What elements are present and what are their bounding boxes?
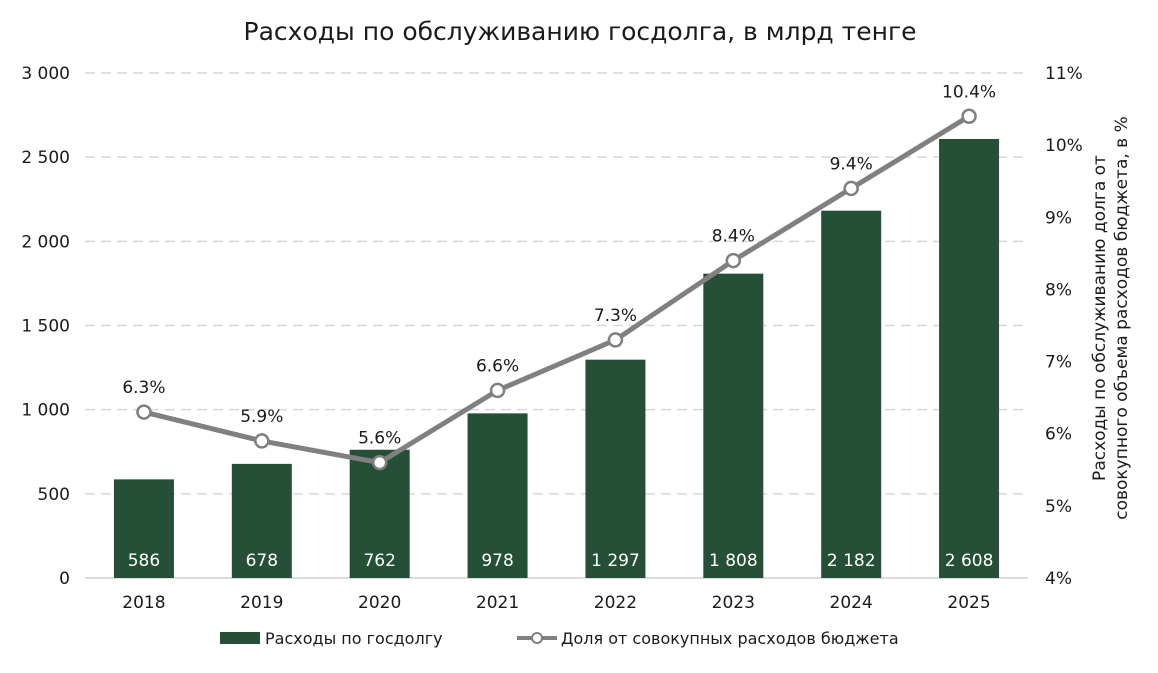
line-point [136,404,152,420]
right-tick-label: 6% [1045,425,1072,445]
line-point [371,454,388,471]
x-tick-label: 2024 [830,593,873,613]
right-tick-label: 5% [1045,497,1072,517]
bar [349,449,410,578]
line-value-label: 9.4% [830,154,873,174]
line-value-label: 5.6% [358,429,401,449]
x-tick-label: 2022 [594,593,637,613]
x-tick-label: 2018 [122,593,165,613]
right-tick-label: 4% [1045,569,1072,589]
legend: Расходы по госдолгу Доля от совокупных р… [220,629,899,648]
line-point [607,332,624,348]
bar [821,210,882,579]
line-value-label: 7.3% [594,306,637,326]
right-tick-label: 10% [1045,136,1083,156]
bar [585,359,646,578]
x-tick-label: 2025 [947,593,990,613]
line-point [725,252,742,269]
left-tick-label: 1 000 [21,401,70,421]
bar [113,479,174,578]
line-point [254,433,270,449]
bar-value-label: 762 [363,551,395,571]
right-axis-title-line1: Расходы по обслуживанию долга от [1090,155,1110,481]
bar-value-label: 586 [128,551,160,571]
right-tick-label: 9% [1045,208,1072,228]
bar-value-label: 678 [246,551,278,571]
line-value-label: 8.4% [712,227,755,247]
right-axis-title-line2: совокупного объема расходов бюджета, в % [1112,116,1132,519]
line-value-label: 6.6% [476,356,519,376]
legend-bar-swatch [220,632,260,644]
right-tick-label: 8% [1045,280,1072,300]
bar-value-label: 2 608 [945,551,994,571]
chart-title: Расходы по обслуживанию госдолга, в млрд… [244,17,917,46]
bar-value-label: 2 182 [827,551,876,571]
line-value-label: 5.9% [240,407,283,427]
left-tick-label: 0 [59,569,70,589]
bar [939,138,1000,578]
x-tick-label: 2019 [240,593,283,613]
right-tick-label: 7% [1045,353,1072,373]
x-tick-label: 2020 [358,593,401,613]
left-tick-label: 3 000 [21,64,70,84]
share-line [143,114,971,466]
line-value-label: 10.4% [942,82,996,102]
right-tick-label: 11% [1045,64,1083,84]
x-tick-label: 2021 [476,593,519,613]
bar [467,413,528,578]
bar [703,273,764,578]
left-tick-label: 2 000 [21,232,70,252]
left-tick-label: 2 500 [21,148,70,168]
bar-value-label: 1 808 [709,551,758,571]
left-tick-label: 1 500 [21,317,70,337]
line-point [961,108,977,125]
bar [231,463,292,578]
line-point [843,180,859,197]
x-tick-label: 2023 [712,593,755,613]
line-value-label: 6.3% [122,378,165,398]
legend-line-marker [531,632,543,644]
left-tick-label: 500 [38,485,70,505]
line-point [489,382,506,399]
legend-line-label: Доля от совокупных расходов бюджета [561,629,899,648]
bar-value-label: 1 297 [591,551,640,571]
legend-bar-label: Расходы по госдолгу [265,629,443,648]
bar-value-label: 978 [481,551,513,571]
